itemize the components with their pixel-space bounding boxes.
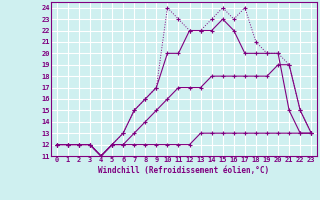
X-axis label: Windchill (Refroidissement éolien,°C): Windchill (Refroidissement éolien,°C) (99, 166, 269, 175)
